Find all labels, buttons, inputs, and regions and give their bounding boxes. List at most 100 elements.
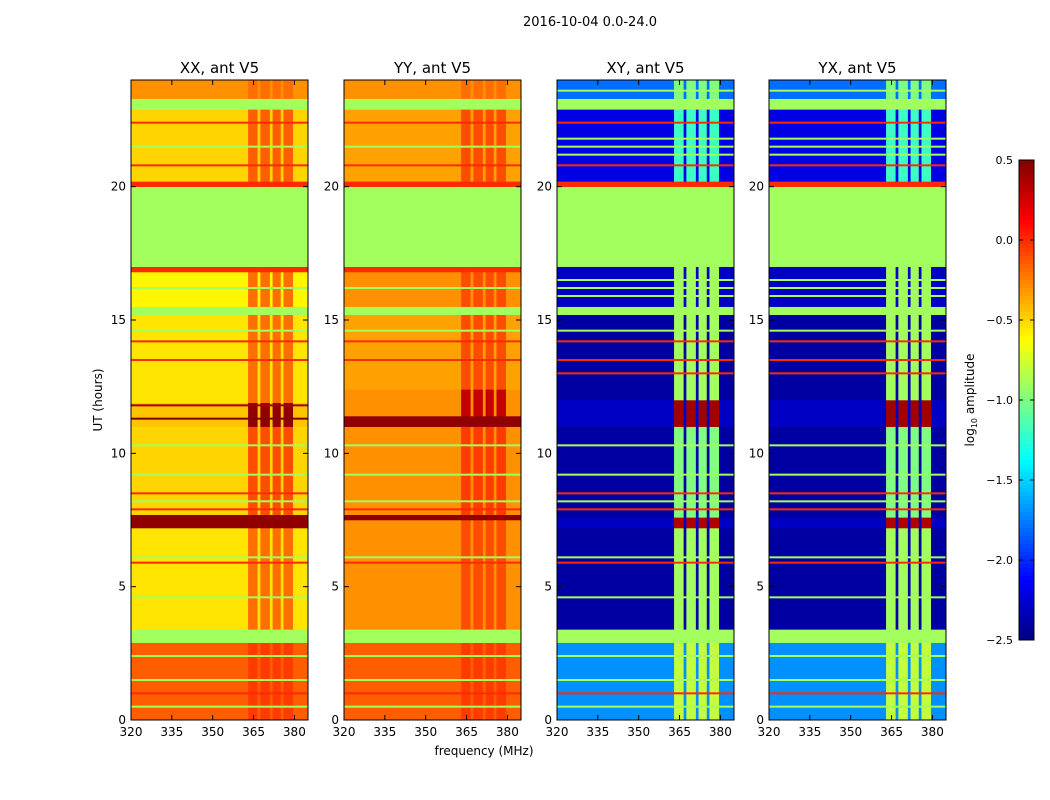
heatmap-cell: [485, 426, 495, 515]
y-tick-label: 0: [544, 713, 552, 727]
panel-title: YX, ant V5: [817, 59, 896, 77]
heatmap-line: [557, 295, 734, 297]
colorbar-swatch: [1019, 476, 1034, 481]
heatmap-cell: [470, 389, 474, 417]
heatmap-cell: [686, 314, 697, 401]
heatmap-cell: [248, 314, 258, 403]
heatmap-cell: [683, 426, 687, 518]
heatmap-line: [769, 473, 946, 476]
heatmap-cell: [769, 629, 887, 643]
heatmap-cell: [269, 181, 273, 187]
heatmap-cell: [506, 266, 522, 273]
heatmap-cell: [918, 314, 922, 401]
heatmap-cell: [496, 98, 507, 110]
heatmap-line: [769, 359, 946, 361]
heatmap-cell: [674, 80, 684, 99]
colorbar-swatch: [1019, 400, 1034, 405]
heatmap-cell: [918, 400, 922, 427]
heatmap-cell: [272, 642, 282, 721]
heatmap-cell: [269, 528, 273, 630]
heatmap-line: [557, 692, 734, 695]
heatmap-line: [557, 145, 734, 148]
heatmap-cell: [280, 426, 284, 515]
heatmap-cell: [709, 306, 720, 315]
heatmap-cell: [473, 520, 484, 630]
heatmap-cell: [470, 98, 474, 110]
heatmap-cell: [683, 181, 687, 187]
heatmap-cell: [706, 98, 710, 110]
y-tick-label: 10: [111, 446, 126, 460]
heatmap-cell: [719, 528, 735, 630]
heatmap-cell: [260, 642, 271, 721]
heatmap-cell: [269, 426, 273, 515]
y-tick-label: 20: [324, 180, 339, 194]
colorbar-swatch: [1019, 244, 1034, 249]
heatmap-line: [131, 145, 308, 148]
heatmap-cell: [931, 642, 947, 721]
heatmap-line: [131, 121, 308, 124]
colorbar-swatch: [1019, 416, 1034, 421]
colorbar-swatch: [1019, 488, 1034, 493]
heatmap-cell: [257, 426, 261, 515]
x-tick-label: 350: [627, 725, 650, 739]
heatmap-cell: [686, 266, 697, 307]
heatmap-cell: [769, 109, 887, 182]
panel-yy: YY, ant V5 320 335 350 365 380 0 5 10 15 20: [324, 59, 522, 739]
heatmap-cell: [910, 629, 920, 643]
heatmap-cell: [695, 266, 699, 307]
heatmap-cell: [283, 80, 294, 99]
heatmap-cell: [695, 426, 699, 518]
heatmap-line: [131, 705, 308, 708]
x-tick-label: 320: [546, 725, 569, 739]
heatmap-cell: [482, 266, 486, 273]
heatmap-cell: [493, 306, 497, 315]
heatmap-line: [344, 329, 521, 332]
heatmap-cell: [769, 186, 887, 267]
heatmap-cell: [918, 80, 922, 99]
heatmap-cell: [921, 109, 932, 182]
heatmap-cell: [248, 642, 258, 721]
heatmap-cell: [269, 629, 273, 643]
heatmap-cell: [496, 186, 507, 267]
heatmap-cell: [698, 528, 708, 630]
heatmap-line: [769, 137, 946, 140]
heatmap-cell: [482, 109, 486, 182]
heatmap-cell: [473, 416, 484, 427]
heatmap-cell: [293, 272, 309, 307]
heatmap-cell: [493, 181, 497, 187]
heatmap-line: [344, 556, 521, 559]
heatmap-cell: [272, 402, 282, 427]
heatmap-cell: [485, 109, 495, 182]
colorbar-swatch: [1019, 456, 1034, 461]
heatmap-cell: [506, 98, 522, 110]
heatmap-cell: [485, 181, 495, 187]
heatmap-cell: [131, 80, 249, 99]
colorbar-swatch: [1019, 284, 1034, 289]
heatmap-cell: [272, 306, 282, 315]
heatmap-cell: [769, 306, 887, 315]
heatmap-cell: [260, 181, 271, 187]
heatmap-cell: [886, 80, 896, 99]
heatmap-cell: [131, 528, 249, 630]
heatmap-cell: [344, 426, 462, 515]
heatmap-cell: [674, 400, 684, 427]
heatmap-cell: [496, 314, 507, 390]
heatmap-cell: [706, 314, 710, 401]
heatmap-cell: [260, 98, 271, 110]
heatmap-cell: [248, 109, 258, 182]
heatmap-cell: [280, 98, 284, 110]
heatmap-cell: [344, 629, 462, 643]
colorbar-swatch: [1019, 200, 1034, 205]
heatmap-cell: [485, 642, 495, 721]
heatmap-cell: [280, 642, 284, 721]
heatmap-cell: [344, 520, 462, 630]
heatmap-cell: [719, 642, 735, 721]
heatmap-cell: [907, 629, 911, 643]
colorbar-swatch: [1019, 248, 1034, 253]
x-tick-label: 335: [586, 725, 609, 739]
heatmap-cell: [698, 98, 708, 110]
y-tick-label: 5: [331, 580, 339, 594]
colorbar-swatch: [1019, 236, 1034, 241]
heatmap-cell: [473, 629, 484, 643]
colorbar-swatch: [1019, 180, 1034, 185]
